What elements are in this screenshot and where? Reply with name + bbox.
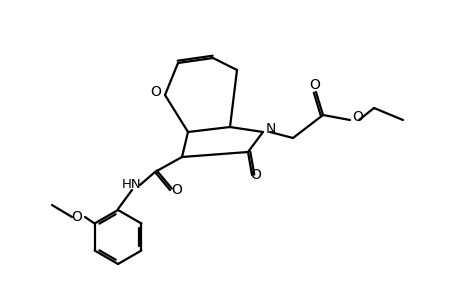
Text: O: O [171, 183, 182, 197]
Text: O: O [72, 210, 82, 224]
Text: O: O [352, 110, 363, 124]
Text: N: N [265, 122, 275, 136]
Text: O: O [250, 168, 261, 182]
Text: HN: HN [122, 178, 141, 191]
Text: O: O [150, 85, 161, 99]
Text: O: O [309, 78, 320, 92]
